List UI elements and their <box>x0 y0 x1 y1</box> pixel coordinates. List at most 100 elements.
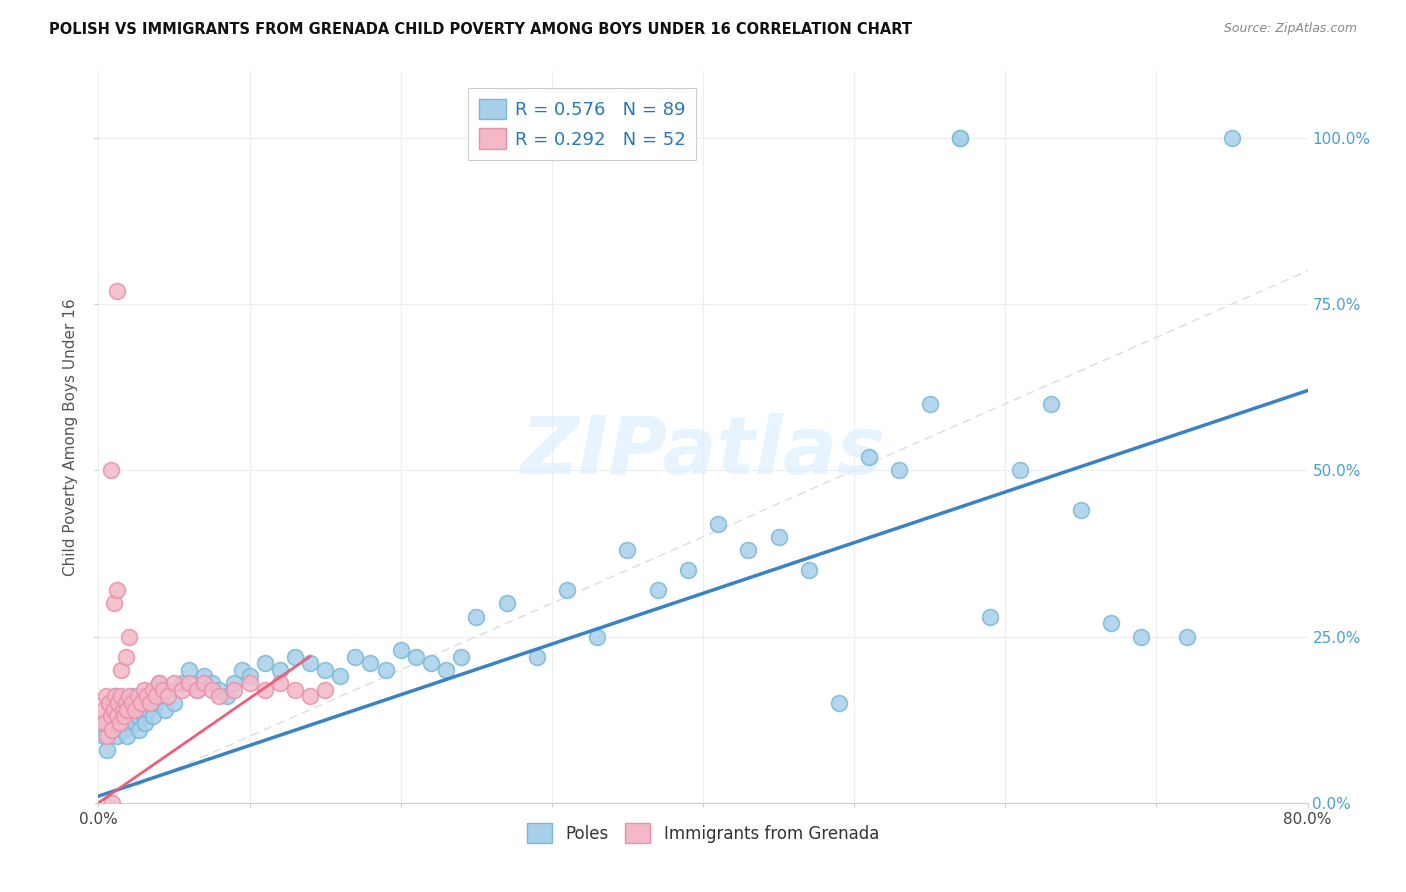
Point <box>96 742 118 756</box>
Point <box>253 656 276 670</box>
Point <box>269 676 291 690</box>
Text: POLISH VS IMMIGRANTS FROM GRENADA CHILD POVERTY AMONG BOYS UNDER 16 CORRELATION : POLISH VS IMMIGRANTS FROM GRENADA CHILD … <box>49 22 912 37</box>
Point <box>269 663 291 677</box>
Point <box>132 682 155 697</box>
Point <box>179 676 201 690</box>
Point <box>121 690 143 704</box>
Point <box>98 696 121 710</box>
Point <box>163 676 186 690</box>
Legend: Poles, Immigrants from Grenada: Poles, Immigrants from Grenada <box>520 817 886 849</box>
Point <box>179 663 201 677</box>
Point <box>134 716 156 731</box>
Point <box>118 696 141 710</box>
Point <box>127 690 149 704</box>
Point <box>142 682 165 697</box>
Point <box>389 643 412 657</box>
Point <box>118 630 141 644</box>
Point <box>121 696 143 710</box>
Point <box>555 582 578 597</box>
Point <box>108 696 131 710</box>
Point <box>314 682 336 697</box>
Point <box>114 649 136 664</box>
Point <box>148 676 170 690</box>
Point <box>163 696 186 710</box>
Point <box>344 649 367 664</box>
Point <box>647 582 669 597</box>
Point <box>115 703 138 717</box>
Point <box>112 709 135 723</box>
Point <box>239 669 262 683</box>
Point <box>284 649 307 664</box>
Point <box>284 682 307 697</box>
Point <box>136 703 159 717</box>
Point <box>91 703 114 717</box>
Y-axis label: Child Poverty Among Boys Under 16: Child Poverty Among Boys Under 16 <box>63 298 79 576</box>
Point <box>124 716 146 731</box>
Point <box>616 543 638 558</box>
Point <box>108 716 131 731</box>
Point <box>858 450 880 464</box>
Point <box>127 709 149 723</box>
Point <box>96 729 118 743</box>
Point <box>1175 630 1198 644</box>
Point <box>111 723 134 737</box>
Point <box>129 703 152 717</box>
Point <box>231 663 253 677</box>
Point <box>253 682 276 697</box>
Point <box>142 709 165 723</box>
Point <box>170 676 193 690</box>
Point <box>110 663 132 677</box>
Point <box>103 596 125 610</box>
Point <box>135 696 157 710</box>
Point <box>107 696 129 710</box>
Point <box>129 696 152 710</box>
Point <box>125 696 148 710</box>
Point <box>105 729 128 743</box>
Point <box>114 716 136 731</box>
Point <box>420 656 443 670</box>
Point <box>949 131 972 145</box>
Point <box>450 649 472 664</box>
Point <box>201 676 224 690</box>
Point <box>152 682 174 697</box>
Point <box>105 284 128 298</box>
Point <box>107 716 129 731</box>
Point <box>768 530 790 544</box>
Point <box>526 649 548 664</box>
Point <box>101 723 124 737</box>
Point <box>100 709 122 723</box>
Point <box>110 690 132 704</box>
Point <box>208 690 231 704</box>
Point <box>828 696 851 710</box>
Point <box>1039 397 1062 411</box>
Point <box>314 663 336 677</box>
Point <box>299 690 322 704</box>
Point <box>145 690 167 704</box>
Point <box>139 696 162 710</box>
Point <box>797 563 820 577</box>
Point <box>215 690 238 704</box>
Point <box>100 703 122 717</box>
Point <box>707 516 730 531</box>
Point <box>949 131 972 145</box>
Point <box>150 690 173 704</box>
Point <box>1220 131 1243 145</box>
Point <box>104 690 127 704</box>
Point <box>224 676 246 690</box>
Point <box>104 690 127 704</box>
Point <box>360 656 382 670</box>
Point <box>434 663 457 677</box>
Point <box>186 682 208 697</box>
Point <box>979 609 1001 624</box>
Point <box>193 669 215 683</box>
Point <box>100 463 122 477</box>
Point <box>103 703 125 717</box>
Point <box>1010 463 1032 477</box>
Point <box>94 716 117 731</box>
Point <box>122 703 145 717</box>
Point <box>105 709 128 723</box>
Point <box>115 729 138 743</box>
Point <box>1099 616 1122 631</box>
Text: ZIPatlas: ZIPatlas <box>520 413 886 491</box>
Point <box>148 676 170 690</box>
